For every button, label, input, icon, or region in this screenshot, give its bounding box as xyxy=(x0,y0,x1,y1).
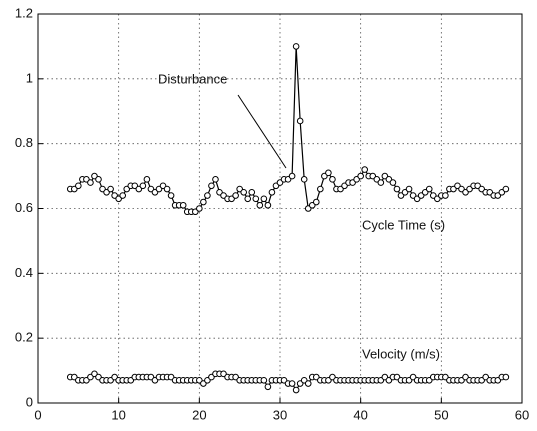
data-point xyxy=(361,166,369,173)
data-point xyxy=(264,201,272,209)
y-tick-label: 0 xyxy=(26,394,33,409)
y-tick-label: 0.8 xyxy=(15,135,33,150)
y-tick-label: 0.2 xyxy=(15,330,33,345)
y-tick-label: 0.6 xyxy=(15,200,33,215)
data-point xyxy=(502,185,510,193)
data-point xyxy=(200,198,207,206)
data-point xyxy=(317,185,324,193)
data-point xyxy=(296,117,304,125)
data-point xyxy=(167,192,175,199)
data-point xyxy=(87,179,94,186)
data-point xyxy=(208,182,215,190)
data-point xyxy=(292,43,300,50)
data-point xyxy=(288,380,296,387)
data-point xyxy=(300,176,308,183)
x-tick-label: 0 xyxy=(34,407,41,422)
data-point xyxy=(179,201,187,209)
data-point xyxy=(389,179,397,186)
data-point xyxy=(139,182,147,190)
annotation-pointer xyxy=(237,94,287,169)
data-point xyxy=(107,185,114,193)
data-point xyxy=(252,195,260,203)
series-label: Velocity (m/s) xyxy=(362,346,440,361)
data-point xyxy=(292,386,300,394)
data-point xyxy=(502,373,510,381)
x-tick-label: 60 xyxy=(515,407,529,422)
data-point xyxy=(260,377,268,384)
data-point xyxy=(240,188,247,196)
data-point xyxy=(357,172,364,180)
y-tick-label: 0.4 xyxy=(15,265,33,280)
y-tick-label: 1 xyxy=(26,70,33,85)
data-point xyxy=(232,192,239,199)
data-point xyxy=(377,179,385,186)
data-point xyxy=(405,185,413,193)
data-point xyxy=(260,195,268,203)
data-point xyxy=(75,182,82,190)
data-point xyxy=(313,198,320,206)
data-point xyxy=(268,188,276,196)
data-point xyxy=(95,176,102,183)
x-tick-label: 20 xyxy=(192,407,206,422)
data-point xyxy=(304,380,312,387)
y-tick-label: 1.2 xyxy=(15,5,33,20)
data-point xyxy=(244,195,252,203)
data-point xyxy=(204,192,211,199)
data-point xyxy=(264,383,272,391)
data-point xyxy=(212,176,219,183)
x-tick-label: 50 xyxy=(434,407,448,422)
data-point xyxy=(196,205,203,212)
data-point xyxy=(248,188,256,196)
data-point xyxy=(442,192,449,199)
data-point xyxy=(256,201,264,209)
data-point xyxy=(325,169,332,177)
data-point xyxy=(425,185,433,193)
data-point xyxy=(119,192,126,199)
series-label: Cycle Time (s) xyxy=(362,217,445,232)
x-tick-label: 40 xyxy=(353,407,367,422)
x-tick-label: 30 xyxy=(273,407,287,422)
data-point xyxy=(163,185,171,193)
data-point xyxy=(393,185,401,193)
data-point xyxy=(143,176,151,183)
x-tick-label: 10 xyxy=(111,407,125,422)
annotation: Disturbance xyxy=(158,71,227,86)
data-point xyxy=(329,176,336,183)
data-point xyxy=(288,172,296,180)
